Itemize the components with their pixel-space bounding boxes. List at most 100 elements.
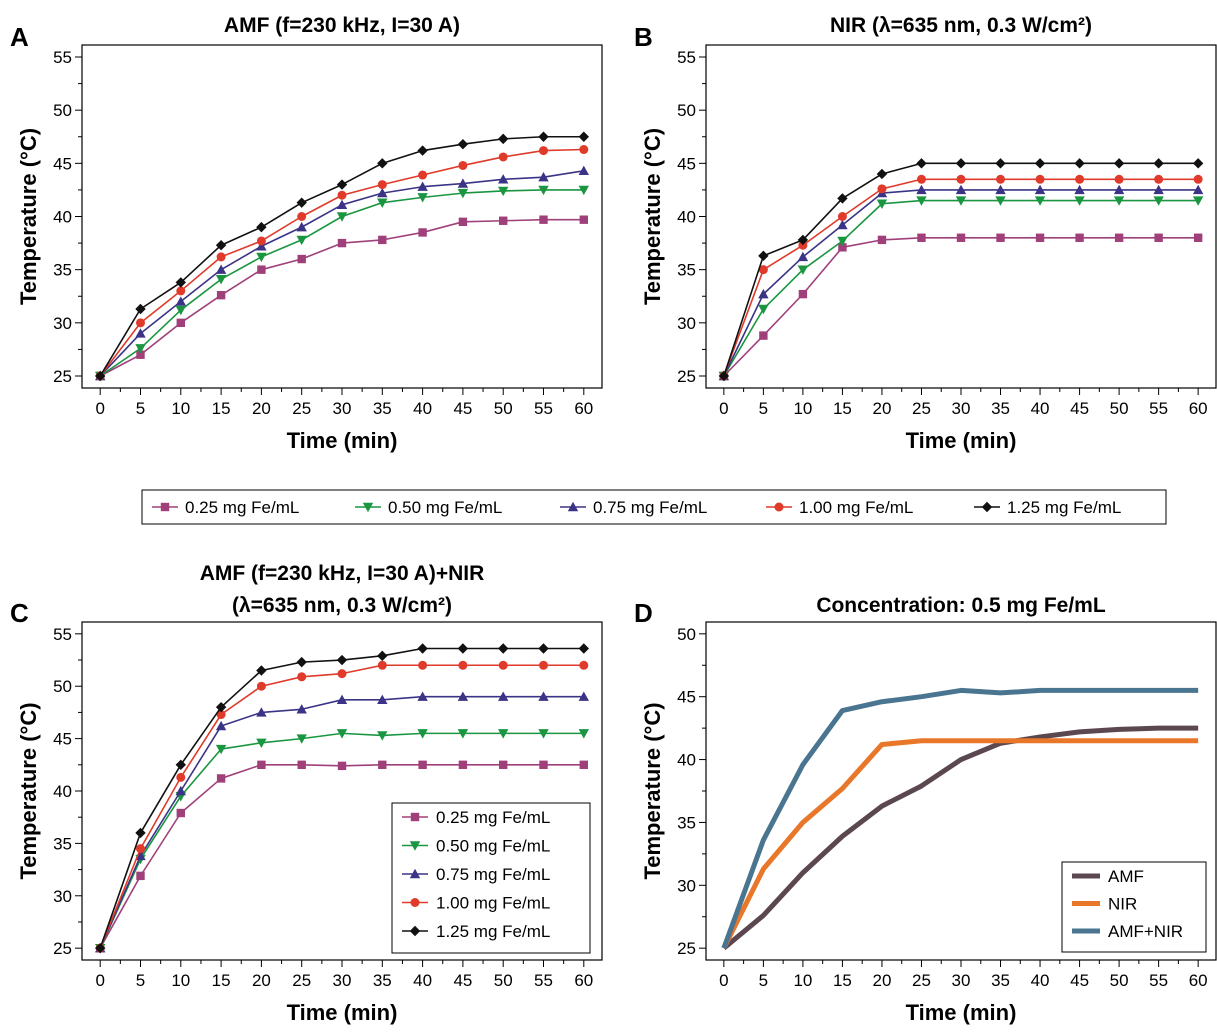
data-point: [458, 760, 468, 770]
legend-box: [391, 802, 591, 954]
data-point: [538, 643, 549, 654]
y-tick-label: 30: [53, 314, 72, 333]
data-point: [95, 370, 106, 382]
data-point: [538, 729, 549, 739]
x-tick-label: 55: [534, 971, 553, 990]
data-point: [758, 304, 769, 315]
data-point: [498, 691, 509, 701]
data-point: [457, 691, 469, 701]
legend: AMF NIR AMF+NIR: [1061, 861, 1207, 953]
data-point: [995, 184, 1006, 195]
series-0: [96, 215, 588, 381]
legend-marker: [567, 501, 579, 512]
y-tick-label: 45: [677, 688, 696, 707]
legend-label: NIR: [1108, 895, 1137, 914]
data-point: [337, 238, 347, 248]
y-tick-label: 50: [53, 101, 72, 120]
y-tick-label: 55: [677, 48, 696, 67]
data-point: [215, 275, 227, 285]
x-tick-label: 50: [1110, 971, 1129, 990]
x-tick-label: 20: [872, 971, 891, 990]
legend-label: 1.00 mg Fe/mL: [799, 498, 913, 517]
data-point: [176, 808, 185, 818]
legend-label: 1.25 mg Fe/mL: [1007, 498, 1121, 517]
series-3: [95, 660, 589, 953]
data-point: [578, 729, 589, 739]
series-4: [718, 158, 1204, 382]
data-point: [1074, 158, 1085, 169]
series-0: [96, 760, 588, 953]
data-point: [798, 289, 808, 299]
x-tick-label: 35: [373, 971, 392, 990]
data-point: [457, 138, 469, 150]
data-point: [417, 193, 428, 203]
data-point: [538, 691, 549, 701]
series-line: [723, 199, 1199, 377]
data-point: [457, 188, 469, 199]
data-point: [377, 180, 387, 190]
data-point: [296, 197, 307, 208]
legend-label: 0.50 mg Fe/mL: [388, 498, 502, 517]
data-point: [1034, 158, 1046, 169]
legend-marker: [409, 925, 421, 937]
data-point: [296, 704, 307, 714]
data-point: [498, 152, 508, 162]
x-tick-label: 45: [453, 399, 472, 418]
data-point: [916, 184, 927, 195]
y-tick-label: 40: [677, 208, 696, 227]
y-tick-label: 30: [677, 876, 696, 895]
y-tick-label: 40: [677, 751, 696, 770]
y-tick-label: 30: [53, 887, 72, 906]
data-point: [1113, 196, 1125, 206]
x-tick-label: 45: [453, 971, 472, 990]
x-axis-label: Time (min): [906, 428, 1017, 453]
legend-marker: [774, 502, 784, 512]
x-tick-label: 35: [991, 971, 1010, 990]
x-tick-label: 50: [494, 399, 513, 418]
data-point: [216, 774, 226, 783]
data-point: [256, 252, 267, 263]
data-point: [418, 228, 427, 237]
chart-panel-b: B NIR (λ=635 nm, 0.3 W/cm²) 0 5 10 15 20 25 30 35…: [634, 14, 1217, 453]
x-tick-label: 10: [793, 971, 812, 990]
data-point: [136, 871, 145, 881]
data-point: [579, 760, 588, 770]
data-point: [377, 198, 388, 208]
data-point: [458, 217, 468, 227]
y-tick-label: 25: [677, 939, 696, 958]
data-point: [417, 729, 428, 739]
y-tick-label: 55: [53, 48, 72, 67]
x-tick-label: 40: [1031, 399, 1050, 418]
legend-label: AMF: [1108, 867, 1144, 886]
data-point: [215, 240, 227, 251]
legend-marker: [981, 501, 993, 513]
data-point: [256, 221, 267, 233]
data-point: [837, 212, 847, 221]
x-axis-label: Time (min): [287, 428, 398, 453]
data-point: [256, 236, 266, 246]
series-1: [95, 185, 589, 382]
data-point: [257, 760, 266, 770]
data-point: [336, 212, 348, 222]
data-point: [297, 760, 306, 770]
series-line: [722, 725, 1199, 951]
data-point: [877, 184, 887, 194]
data-point: [458, 660, 468, 670]
x-tick-label: 40: [413, 971, 432, 990]
x-tick-label: 15: [833, 399, 852, 418]
data-point: [539, 146, 548, 156]
x-tick-label: 25: [912, 399, 931, 418]
data-point: [1074, 184, 1085, 195]
data-point: [956, 233, 966, 242]
y-tick-label: 40: [53, 208, 72, 227]
data-point: [1193, 233, 1203, 242]
data-point: [498, 643, 509, 654]
data-point: [1153, 158, 1164, 169]
data-point: [1075, 233, 1084, 242]
x-tick-label: 20: [252, 399, 271, 418]
x-tick-label: 30: [952, 971, 971, 990]
data-point: [135, 328, 146, 338]
chart-title: AMF (f=230 kHz, I=30 A)+NIR: [200, 562, 485, 585]
x-tick-label: 0: [95, 971, 104, 990]
